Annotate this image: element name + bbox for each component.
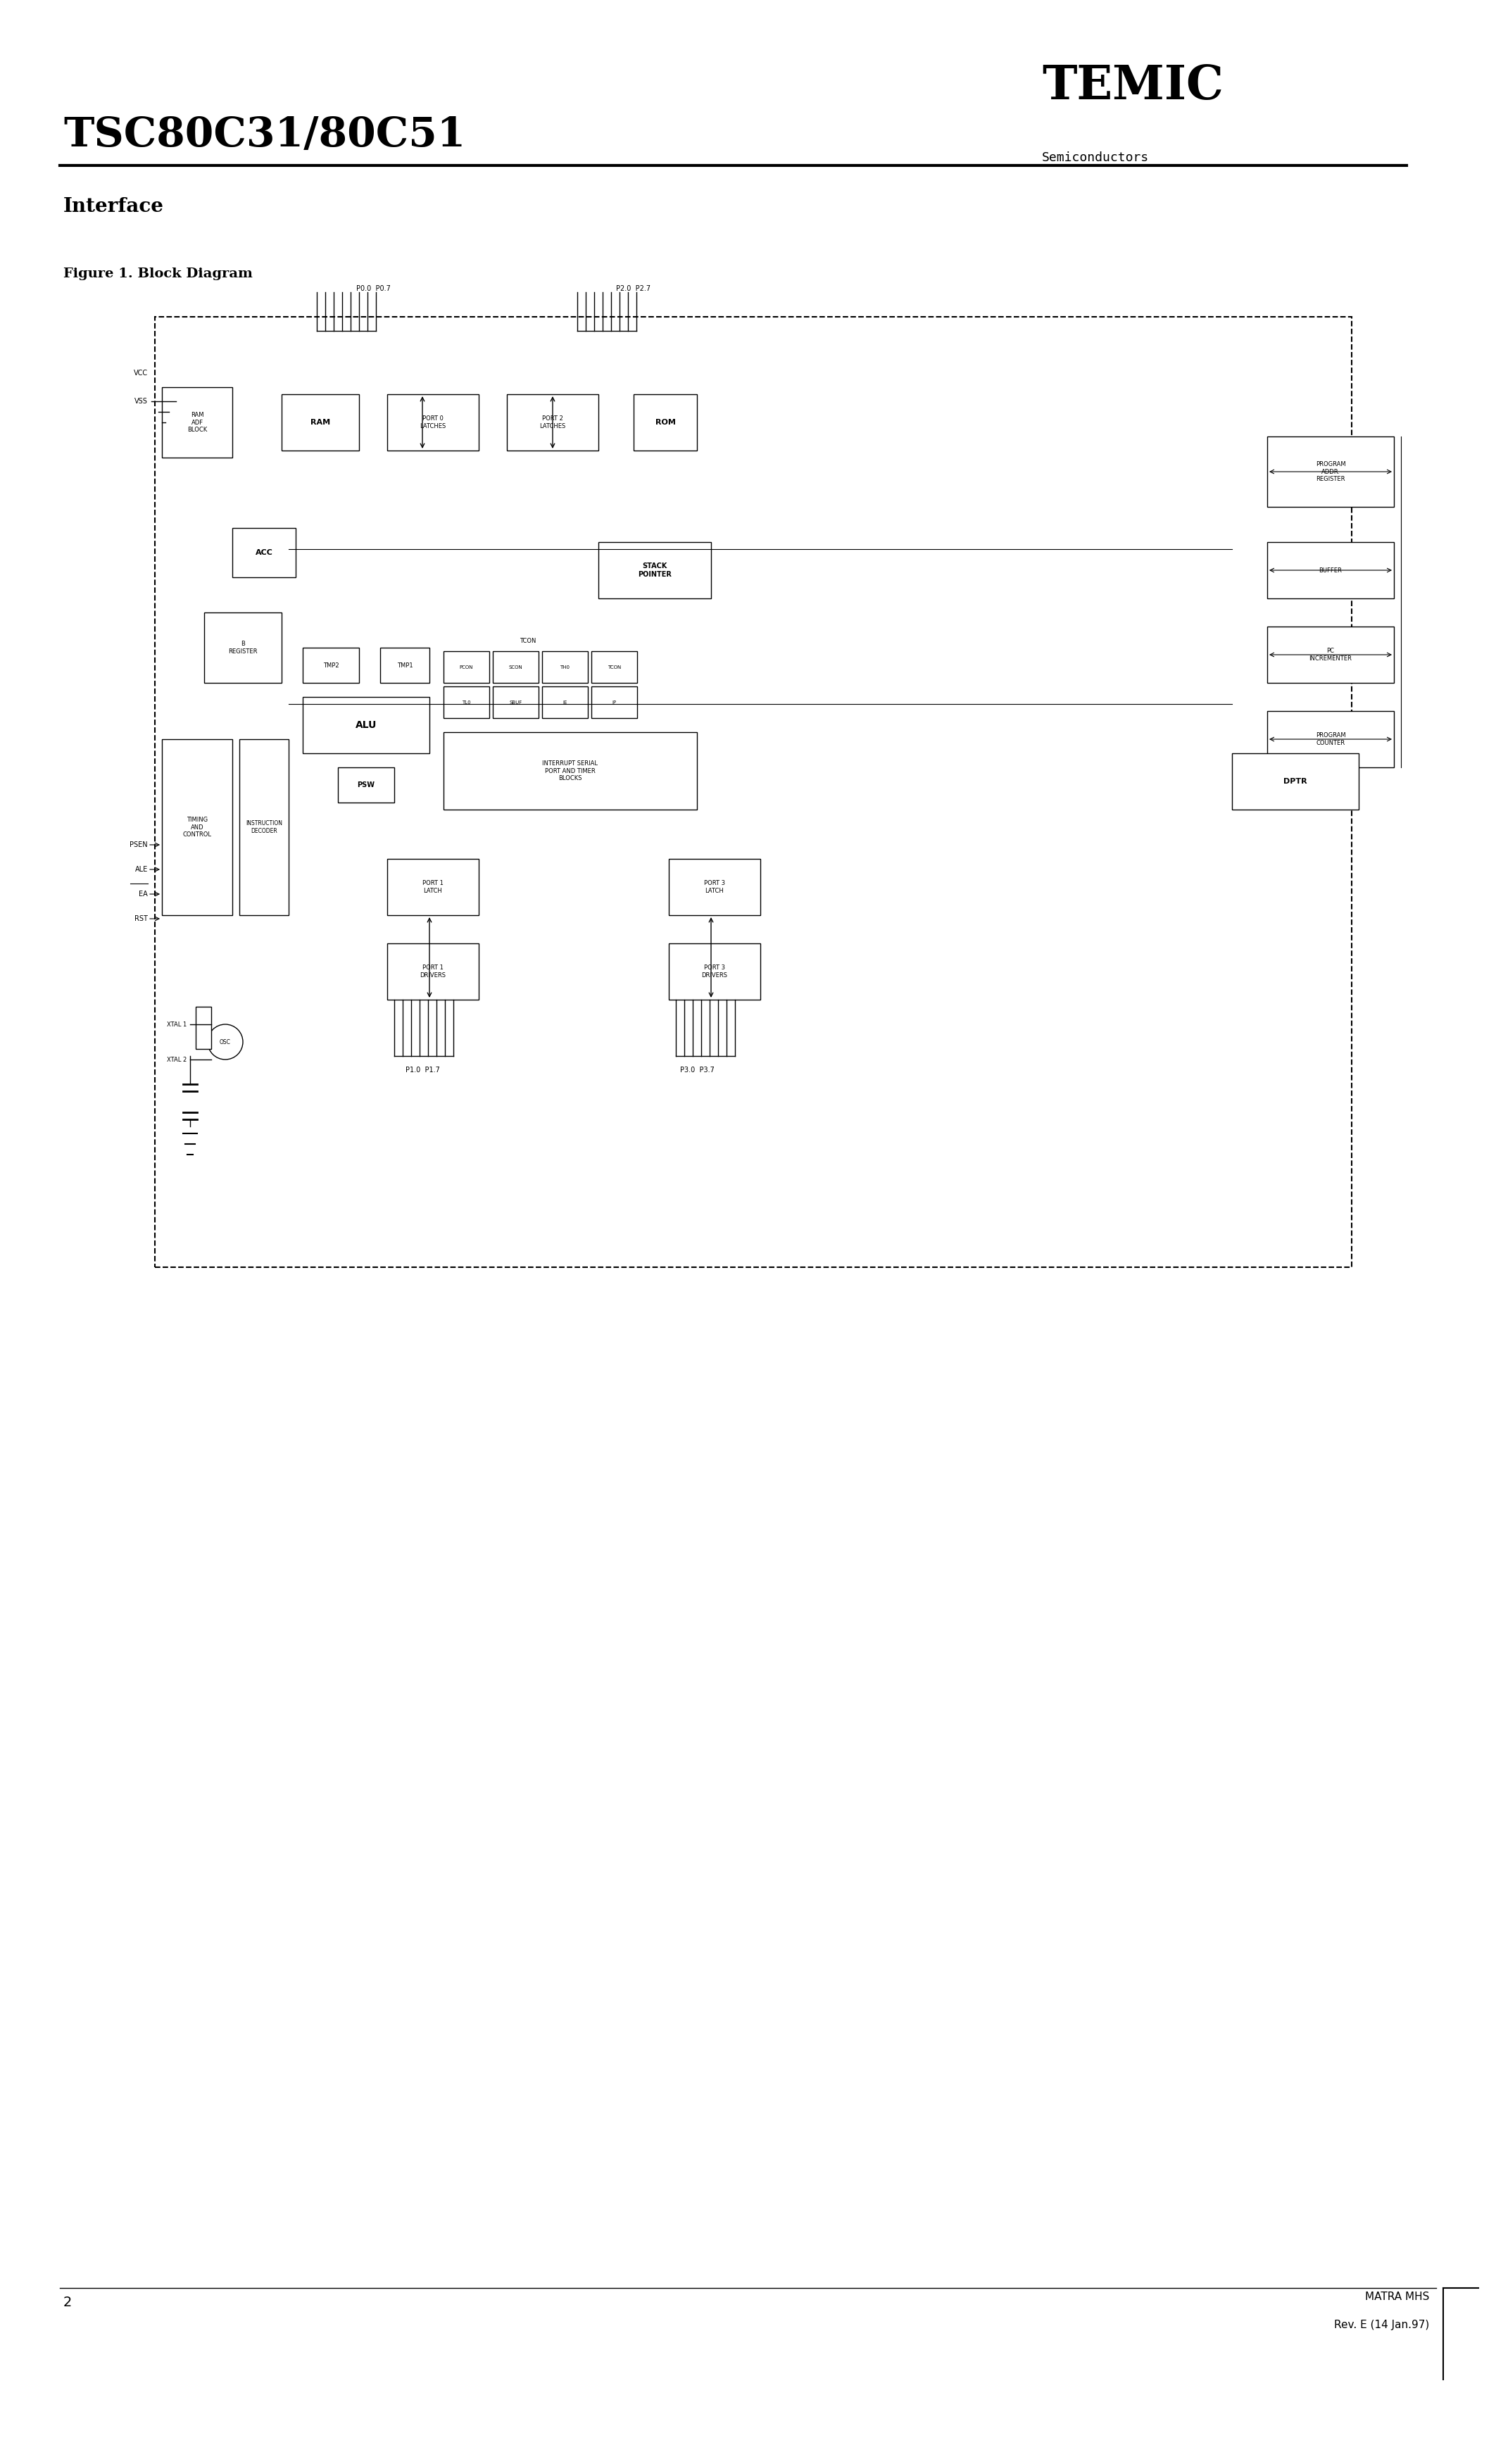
FancyBboxPatch shape: [669, 860, 760, 914]
Text: P2.0  P2.7: P2.0 P2.7: [616, 286, 651, 293]
Text: TMP1: TMP1: [396, 663, 413, 668]
Text: P1.0  P1.7: P1.0 P1.7: [405, 1067, 440, 1074]
Text: TH0: TH0: [560, 665, 570, 670]
FancyBboxPatch shape: [1267, 626, 1394, 683]
Text: P0.0  P0.7: P0.0 P0.7: [356, 286, 390, 293]
Text: ACC: ACC: [256, 549, 272, 557]
Text: Figure 1. Block Diagram: Figure 1. Block Diagram: [63, 269, 253, 281]
FancyBboxPatch shape: [338, 766, 395, 803]
FancyBboxPatch shape: [1267, 712, 1394, 766]
FancyBboxPatch shape: [387, 394, 479, 451]
FancyBboxPatch shape: [162, 739, 232, 914]
Text: TL0: TL0: [462, 700, 471, 705]
Text: INTERRUPT SERIAL
PORT AND TIMER
BLOCKS: INTERRUPT SERIAL PORT AND TIMER BLOCKS: [543, 761, 598, 781]
FancyBboxPatch shape: [239, 739, 289, 914]
Text: VCC: VCC: [133, 370, 148, 377]
Text: BUFFER: BUFFER: [1319, 567, 1342, 574]
FancyBboxPatch shape: [196, 1008, 211, 1050]
Text: PROGRAM
ADDR.
REGISTER: PROGRAM ADDR. REGISTER: [1315, 461, 1345, 483]
FancyBboxPatch shape: [443, 687, 489, 717]
FancyBboxPatch shape: [591, 650, 637, 683]
FancyBboxPatch shape: [634, 394, 697, 451]
FancyBboxPatch shape: [1267, 436, 1394, 508]
Text: DPTR: DPTR: [1284, 779, 1308, 786]
Text: SCON: SCON: [509, 665, 522, 670]
Text: TIMING
AND
CONTROL: TIMING AND CONTROL: [183, 816, 211, 838]
Text: PORT 1
LATCH: PORT 1 LATCH: [422, 880, 443, 894]
FancyBboxPatch shape: [598, 542, 711, 599]
Text: 2: 2: [63, 2296, 72, 2309]
Text: ALE: ALE: [135, 865, 148, 872]
FancyBboxPatch shape: [281, 394, 359, 451]
Text: Interface: Interface: [63, 197, 165, 217]
FancyBboxPatch shape: [302, 697, 429, 754]
Text: INSTRUCTION
DECODER: INSTRUCTION DECODER: [245, 821, 283, 833]
Text: PCON: PCON: [459, 665, 473, 670]
Text: SBUF: SBUF: [509, 700, 522, 705]
FancyBboxPatch shape: [542, 650, 588, 683]
Text: IP: IP: [612, 700, 616, 705]
Text: PROGRAM
COUNTER: PROGRAM COUNTER: [1315, 732, 1345, 747]
FancyBboxPatch shape: [542, 687, 588, 717]
Text: TCON: TCON: [607, 665, 621, 670]
FancyBboxPatch shape: [1233, 754, 1358, 811]
Text: TEMIC: TEMIC: [1041, 64, 1224, 108]
Text: TSC80C31/80C51: TSC80C31/80C51: [63, 116, 465, 155]
FancyBboxPatch shape: [492, 650, 539, 683]
Text: ROM: ROM: [655, 419, 675, 426]
Text: PORT 2
LATCHES: PORT 2 LATCHES: [540, 416, 565, 429]
Text: Rev. E (14 Jan.97): Rev. E (14 Jan.97): [1334, 2319, 1429, 2331]
Text: PORT 3
LATCH: PORT 3 LATCH: [705, 880, 726, 894]
Text: OSC: OSC: [220, 1040, 230, 1045]
FancyBboxPatch shape: [232, 527, 296, 577]
Text: PORT 1
DRIVERS: PORT 1 DRIVERS: [420, 966, 446, 978]
FancyBboxPatch shape: [443, 732, 697, 811]
Text: PC
INCREMENTER: PC INCREMENTER: [1309, 648, 1352, 660]
Text: RAM
ADF
BLOCK: RAM ADF BLOCK: [187, 411, 206, 434]
Text: EA: EA: [139, 890, 148, 897]
Text: IE: IE: [562, 700, 567, 705]
FancyBboxPatch shape: [507, 394, 598, 451]
FancyBboxPatch shape: [302, 648, 359, 683]
FancyBboxPatch shape: [162, 387, 232, 458]
Text: B
REGISTER: B REGISTER: [229, 641, 257, 655]
Text: ALU: ALU: [356, 719, 377, 729]
FancyBboxPatch shape: [380, 648, 429, 683]
Text: PORT 3
DRIVERS: PORT 3 DRIVERS: [702, 966, 727, 978]
Text: PORT 0
LATCHES: PORT 0 LATCHES: [420, 416, 446, 429]
Text: RST: RST: [135, 914, 148, 922]
Text: PSEN: PSEN: [130, 840, 148, 848]
Text: MATRA MHS: MATRA MHS: [1364, 2292, 1429, 2301]
FancyBboxPatch shape: [591, 687, 637, 717]
Text: XTAL 1: XTAL 1: [166, 1020, 187, 1027]
Text: TCON: TCON: [519, 638, 536, 643]
Text: TMP2: TMP2: [323, 663, 338, 668]
Text: P3.0  P3.7: P3.0 P3.7: [679, 1067, 714, 1074]
FancyBboxPatch shape: [669, 944, 760, 1000]
Text: PSW: PSW: [358, 781, 375, 788]
Text: RAM: RAM: [311, 419, 331, 426]
FancyBboxPatch shape: [203, 614, 281, 683]
Text: Semiconductors: Semiconductors: [1041, 150, 1149, 165]
Text: XTAL 2: XTAL 2: [166, 1057, 187, 1062]
FancyBboxPatch shape: [443, 650, 489, 683]
Text: VSS: VSS: [135, 397, 148, 404]
FancyBboxPatch shape: [492, 687, 539, 717]
FancyBboxPatch shape: [1267, 542, 1394, 599]
FancyBboxPatch shape: [387, 860, 479, 914]
Text: STACK
POINTER: STACK POINTER: [637, 562, 672, 579]
FancyBboxPatch shape: [387, 944, 479, 1000]
